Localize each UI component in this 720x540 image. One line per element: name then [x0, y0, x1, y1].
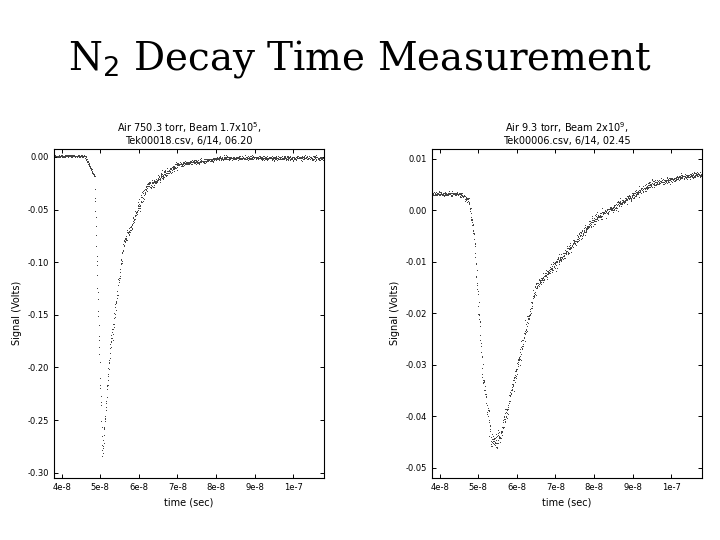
- X-axis label: time (sec): time (sec): [542, 497, 592, 507]
- Title: Air 9.3 torr, Beam 2x10$^9$,
Tek00006.csv, 6/14, 02.45: Air 9.3 torr, Beam 2x10$^9$, Tek00006.cs…: [503, 120, 631, 146]
- Text: N$_2$ Decay Time Measurement: N$_2$ Decay Time Measurement: [68, 38, 652, 80]
- Y-axis label: Signal (Volts): Signal (Volts): [12, 281, 22, 345]
- Y-axis label: Signal (Volts): Signal (Volts): [390, 281, 400, 345]
- Title: Air 750.3 torr, Beam 1.7x10$^5$,
Tek00018.csv, 6/14, 06.20: Air 750.3 torr, Beam 1.7x10$^5$, Tek0001…: [117, 120, 261, 146]
- X-axis label: time (sec): time (sec): [164, 497, 214, 507]
